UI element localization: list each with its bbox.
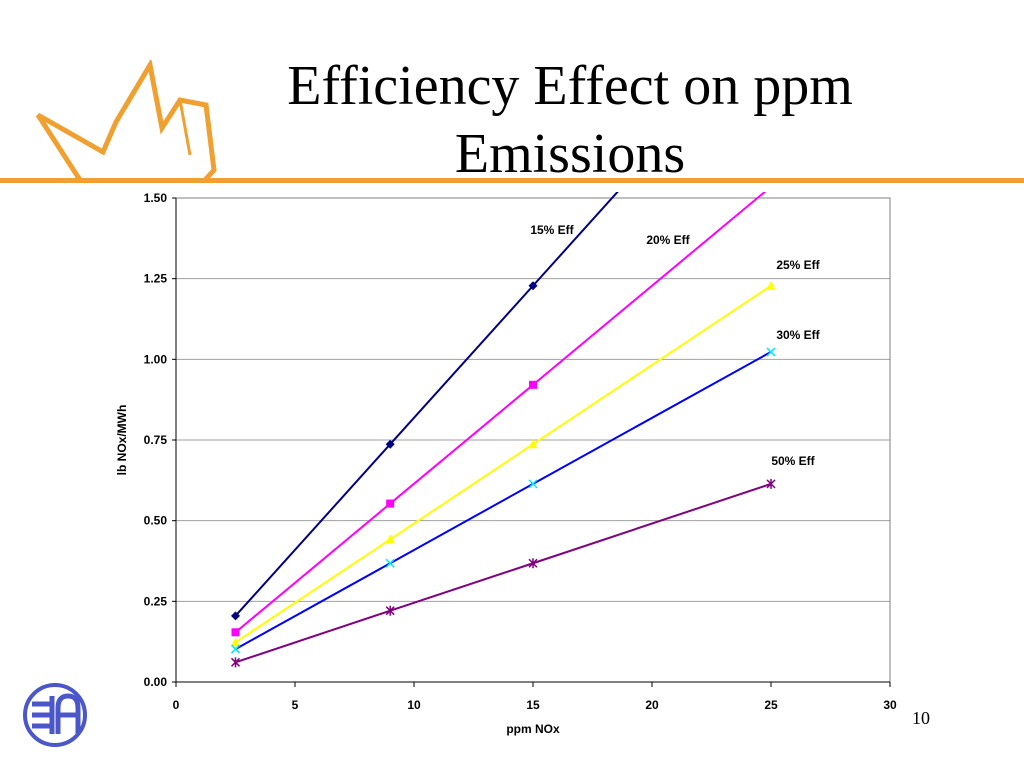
data-point <box>231 637 240 647</box>
y-tick-label: 0.75 <box>144 433 168 447</box>
data-point <box>766 347 776 357</box>
series-label: 50% Eff <box>771 454 815 468</box>
data-point <box>231 628 240 637</box>
data-point <box>528 558 538 569</box>
series-15-eff <box>231 192 619 621</box>
series-labels: 15% Eff 20% Eff 25% Eff 30% Eff 50% Eff <box>530 223 820 468</box>
series-20-eff <box>231 192 767 637</box>
x-tick-label: 15 <box>526 698 540 712</box>
page-number: 10 <box>912 708 930 728</box>
data-point <box>528 281 538 291</box>
series-line <box>235 482 772 664</box>
series-line <box>234 192 619 617</box>
y-tick-label: 1.50 <box>144 191 168 205</box>
data-point <box>230 644 241 654</box>
y-axis-title: lb NOx/MWh <box>115 405 129 476</box>
series-50-eff <box>230 478 776 668</box>
x-tick-label: 25 <box>764 698 778 712</box>
data-point <box>231 611 240 621</box>
x-tick-label: 0 <box>173 698 180 712</box>
data-point <box>385 439 395 449</box>
series-25-eff <box>231 280 776 647</box>
slide-title: Efficiency Effect on ppm Emissions <box>287 55 853 185</box>
axis-ticks: 0.00 0.25 0.50 0.75 1.00 1.25 1.50 0 5 10 15 20 25 30 <box>144 191 897 712</box>
y-tick-label: 1.25 <box>144 272 168 286</box>
series-line <box>235 351 772 650</box>
series-label: 20% Eff <box>646 233 690 247</box>
data-point <box>528 439 538 449</box>
series-label: 25% Eff <box>776 258 820 272</box>
series-label: 15% Eff <box>530 223 574 237</box>
x-tick-label: 5 <box>292 698 299 712</box>
x-tick-label: 30 <box>883 698 897 712</box>
series-line <box>234 284 772 644</box>
y-tick-label: 1.00 <box>144 352 168 366</box>
title-divider <box>0 178 1024 183</box>
x-axis-title: ppm NOx <box>506 722 560 736</box>
series-line <box>234 192 767 634</box>
x-tick-label: 10 <box>407 698 421 712</box>
y-tick-label: 0.50 <box>144 514 168 528</box>
data-point <box>386 499 395 508</box>
y-tick-label: 0.25 <box>144 594 168 608</box>
y-tick-label: 0.00 <box>144 675 168 689</box>
data-point <box>529 380 537 389</box>
data-point <box>385 558 395 568</box>
data-point <box>766 280 776 290</box>
data-point <box>385 605 395 616</box>
series-label: 30% Eff <box>776 328 820 342</box>
series-30-eff <box>230 347 776 654</box>
x-tick-label: 20 <box>645 698 659 712</box>
data-point <box>528 479 538 489</box>
starburst-icon <box>35 60 217 182</box>
epa-logo-icon <box>23 683 87 747</box>
data-point <box>230 657 241 668</box>
series-lines <box>230 192 776 668</box>
data-point <box>766 478 776 489</box>
data-point <box>385 534 395 544</box>
